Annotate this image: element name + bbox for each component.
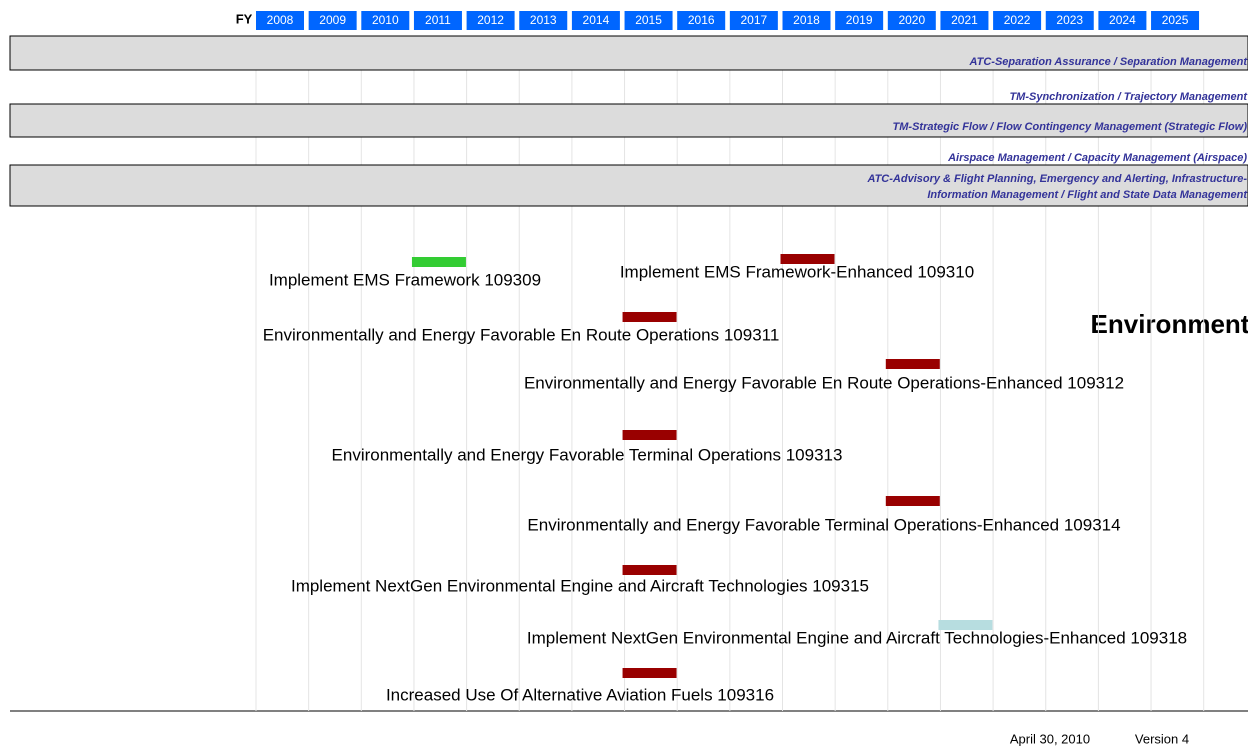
year: 2020 xyxy=(898,13,925,27)
activity-label: Implement EMS Framework 109309 xyxy=(269,270,541,289)
year-box xyxy=(782,11,831,30)
year: 2022 xyxy=(1004,13,1031,27)
activity-bar xyxy=(885,496,940,506)
activity-label: Environmentally and Energy Favorable Ter… xyxy=(332,445,843,464)
year: 2014 xyxy=(583,13,610,27)
year-box xyxy=(835,11,884,30)
activity-bar xyxy=(622,430,677,440)
band-label: Airspace Management / Capacity Managemen… xyxy=(947,152,1247,164)
year: 2008 xyxy=(267,13,294,27)
fy-label: FY xyxy=(236,11,253,26)
year: 2015 xyxy=(635,13,662,27)
activity-label: Environmentally and Energy Favorable Ter… xyxy=(527,515,1120,534)
band-label: ATC-Separation Assurance / Separation Ma… xyxy=(968,56,1248,68)
activity-bar xyxy=(780,254,835,264)
year: 2018 xyxy=(793,13,820,27)
year-box xyxy=(1151,11,1200,30)
year-box xyxy=(940,11,989,30)
year-box xyxy=(993,11,1042,30)
year: 2017 xyxy=(740,13,767,27)
band-label: ATC-Advisory & Flight Planning, Emergenc… xyxy=(866,173,1247,185)
year: 2019 xyxy=(846,13,873,27)
year: 2013 xyxy=(530,13,557,27)
activity-label: Implement NextGen Environmental Engine a… xyxy=(527,628,1187,647)
year-box xyxy=(308,11,357,30)
year-box xyxy=(256,11,304,30)
activity-bar xyxy=(885,359,940,369)
activity-label: Implement NextGen Environmental Engine a… xyxy=(291,576,869,595)
year-box xyxy=(361,11,410,30)
year: 2024 xyxy=(1109,13,1136,27)
year: 2025 xyxy=(1162,13,1189,27)
year-box xyxy=(466,11,515,30)
band xyxy=(9,164,1248,207)
year-box xyxy=(624,11,673,30)
year: 2012 xyxy=(477,13,504,27)
band xyxy=(9,103,1248,138)
activity-bar xyxy=(622,565,677,575)
activity-label: Environmentally and Energy Favorable En … xyxy=(263,325,780,344)
year: 2010 xyxy=(372,13,399,27)
section-title: Environment xyxy=(1091,309,1248,339)
year: 2021 xyxy=(951,13,978,27)
band-label: TM-Synchronization / Trajectory Manageme… xyxy=(1009,91,1248,103)
activity-label: Increased Use Of Alternative Aviation Fu… xyxy=(386,685,774,704)
year-box xyxy=(413,11,462,30)
activity-bar xyxy=(938,620,993,630)
year-box xyxy=(571,11,620,30)
band-label: Information Management / Flight and Stat… xyxy=(927,189,1248,201)
year-box xyxy=(519,11,568,30)
year-box xyxy=(887,11,936,30)
activity-bar xyxy=(622,312,677,322)
year: 2009 xyxy=(319,13,346,27)
footer-version: Version 4 xyxy=(1135,731,1189,746)
year: 2023 xyxy=(1056,13,1083,27)
footer-date: April 30, 2010 xyxy=(1010,731,1090,746)
band-label: TM-Strategic Flow / Flow Contingency Man… xyxy=(893,121,1248,133)
activity-label: Implement EMS Framework-Enhanced 109310 xyxy=(620,262,974,281)
activity-bar xyxy=(411,257,466,267)
year-box xyxy=(1045,11,1094,30)
year: 2011 xyxy=(425,13,451,27)
band xyxy=(9,35,1248,71)
activity-label: Environmentally and Energy Favorable En … xyxy=(524,373,1124,392)
year-box xyxy=(677,11,726,30)
activity-bar xyxy=(622,668,677,678)
year-box xyxy=(1098,11,1147,30)
year-box xyxy=(729,11,778,30)
year: 2016 xyxy=(688,13,715,27)
